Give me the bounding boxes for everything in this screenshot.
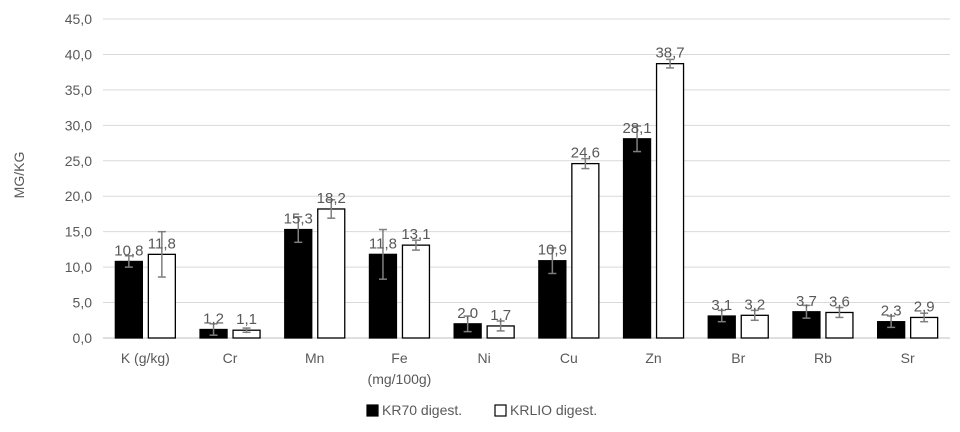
error-bar xyxy=(124,255,133,268)
data-label: 2,0 xyxy=(457,305,478,322)
error-bar xyxy=(411,239,420,251)
data-label: 1,2 xyxy=(203,310,224,327)
error-bar xyxy=(496,320,505,332)
error-bar xyxy=(835,306,844,319)
legend-label: KR70 digest. xyxy=(382,402,462,418)
x-category-label: Fe xyxy=(391,350,408,366)
data-label: 28,1 xyxy=(622,120,651,137)
x-category-label: Zn xyxy=(645,350,661,366)
bar-krlio xyxy=(655,63,685,339)
y-tick-label: 0,0 xyxy=(73,330,93,346)
data-label: 13,1 xyxy=(401,226,430,243)
legend-swatch xyxy=(366,404,379,417)
y-tick-label: 35,0 xyxy=(65,82,92,98)
y-tick-label: 45,0 xyxy=(65,11,92,27)
x-category-label: Ni xyxy=(478,350,491,366)
error-bar xyxy=(920,312,929,323)
bar-kr70 xyxy=(284,228,313,339)
error-bar xyxy=(548,247,557,275)
y-tick-label: 10,0 xyxy=(65,259,92,275)
bar-kr70 xyxy=(114,260,143,339)
data-label: 15,3 xyxy=(284,211,313,228)
legend-item: KRLIO digest. xyxy=(494,402,597,418)
x-category-label: K (g/kg) xyxy=(121,350,170,366)
legend-item: KR70 digest. xyxy=(366,402,462,418)
bar-kr70 xyxy=(622,138,652,339)
x-category-label: Sr xyxy=(901,350,915,366)
error-bar xyxy=(157,230,166,278)
data-label: 1,1 xyxy=(236,311,257,328)
bars xyxy=(114,63,939,339)
error-bar xyxy=(294,216,303,244)
y-tick-label: 30,0 xyxy=(65,117,92,133)
y-axis-title: MG/KG xyxy=(11,152,27,199)
data-label: 3,7 xyxy=(796,293,817,310)
error-bar xyxy=(750,309,759,322)
x-category-sublabel: (mg/100g) xyxy=(368,371,432,387)
x-category-label: Cr xyxy=(223,350,238,366)
error-bar xyxy=(378,228,387,280)
data-label: 10,8 xyxy=(114,242,143,259)
data-label: 38,7 xyxy=(655,45,684,62)
legend: KR70 digest. KRLIO digest. xyxy=(366,402,597,418)
y-axis-ticks: 0,0 5,0 10,0 15,0 20,0 25,0 30,0 35,0 40,0 45,0 xyxy=(65,11,92,346)
y-tick-label: 20,0 xyxy=(65,188,92,204)
data-label: 1,7 xyxy=(490,307,511,324)
error-bar xyxy=(209,323,218,336)
data-label: 11,8 xyxy=(148,235,176,252)
x-category-label: Rb xyxy=(814,350,832,366)
y-tick-label: 5,0 xyxy=(73,295,93,311)
y-tick-label: 25,0 xyxy=(65,153,92,169)
x-category-label: Br xyxy=(731,350,745,366)
bar-krlio xyxy=(571,162,600,339)
error-bar xyxy=(802,304,811,319)
error-bar xyxy=(633,125,642,153)
legend-label: KRLIO digest. xyxy=(510,402,597,418)
y-tick-label: 15,0 xyxy=(65,224,92,240)
x-axis-categories: K (g/kg) Cr Mn Fe (mg/100g) Ni Cu Zn Br Rb Sr xyxy=(121,350,915,387)
x-category-label: Mn xyxy=(305,350,324,366)
error-bar xyxy=(242,327,251,334)
error-bar xyxy=(463,315,472,333)
data-labels: 10,8 11,81,2 1,115,318,211,813,12,0 1,710,9… xyxy=(114,45,934,329)
legend-swatch xyxy=(494,404,507,417)
x-category-label: Cu xyxy=(560,350,578,366)
gridlines xyxy=(103,18,950,339)
data-label: 3,2 xyxy=(744,296,765,313)
error-bars xyxy=(124,58,929,336)
error-bar xyxy=(327,199,336,219)
error-bar xyxy=(717,309,726,323)
error-bar xyxy=(581,157,590,170)
error-bar xyxy=(887,315,896,329)
bar-kr70 xyxy=(368,253,398,339)
data-label: 11,8 xyxy=(369,235,397,252)
y-tick-label: 40,0 xyxy=(65,46,92,62)
data-label: 3,1 xyxy=(711,297,732,314)
data-label: 2,3 xyxy=(881,303,902,320)
data-label: 3,6 xyxy=(829,293,850,310)
data-label: 2,9 xyxy=(914,298,935,315)
data-label: 10,9 xyxy=(538,242,567,259)
bar-krlio xyxy=(401,244,431,339)
error-bar xyxy=(666,58,675,69)
data-label: 24,6 xyxy=(571,145,600,162)
bar-krlio xyxy=(317,208,346,339)
data-label: 18,2 xyxy=(317,190,346,207)
